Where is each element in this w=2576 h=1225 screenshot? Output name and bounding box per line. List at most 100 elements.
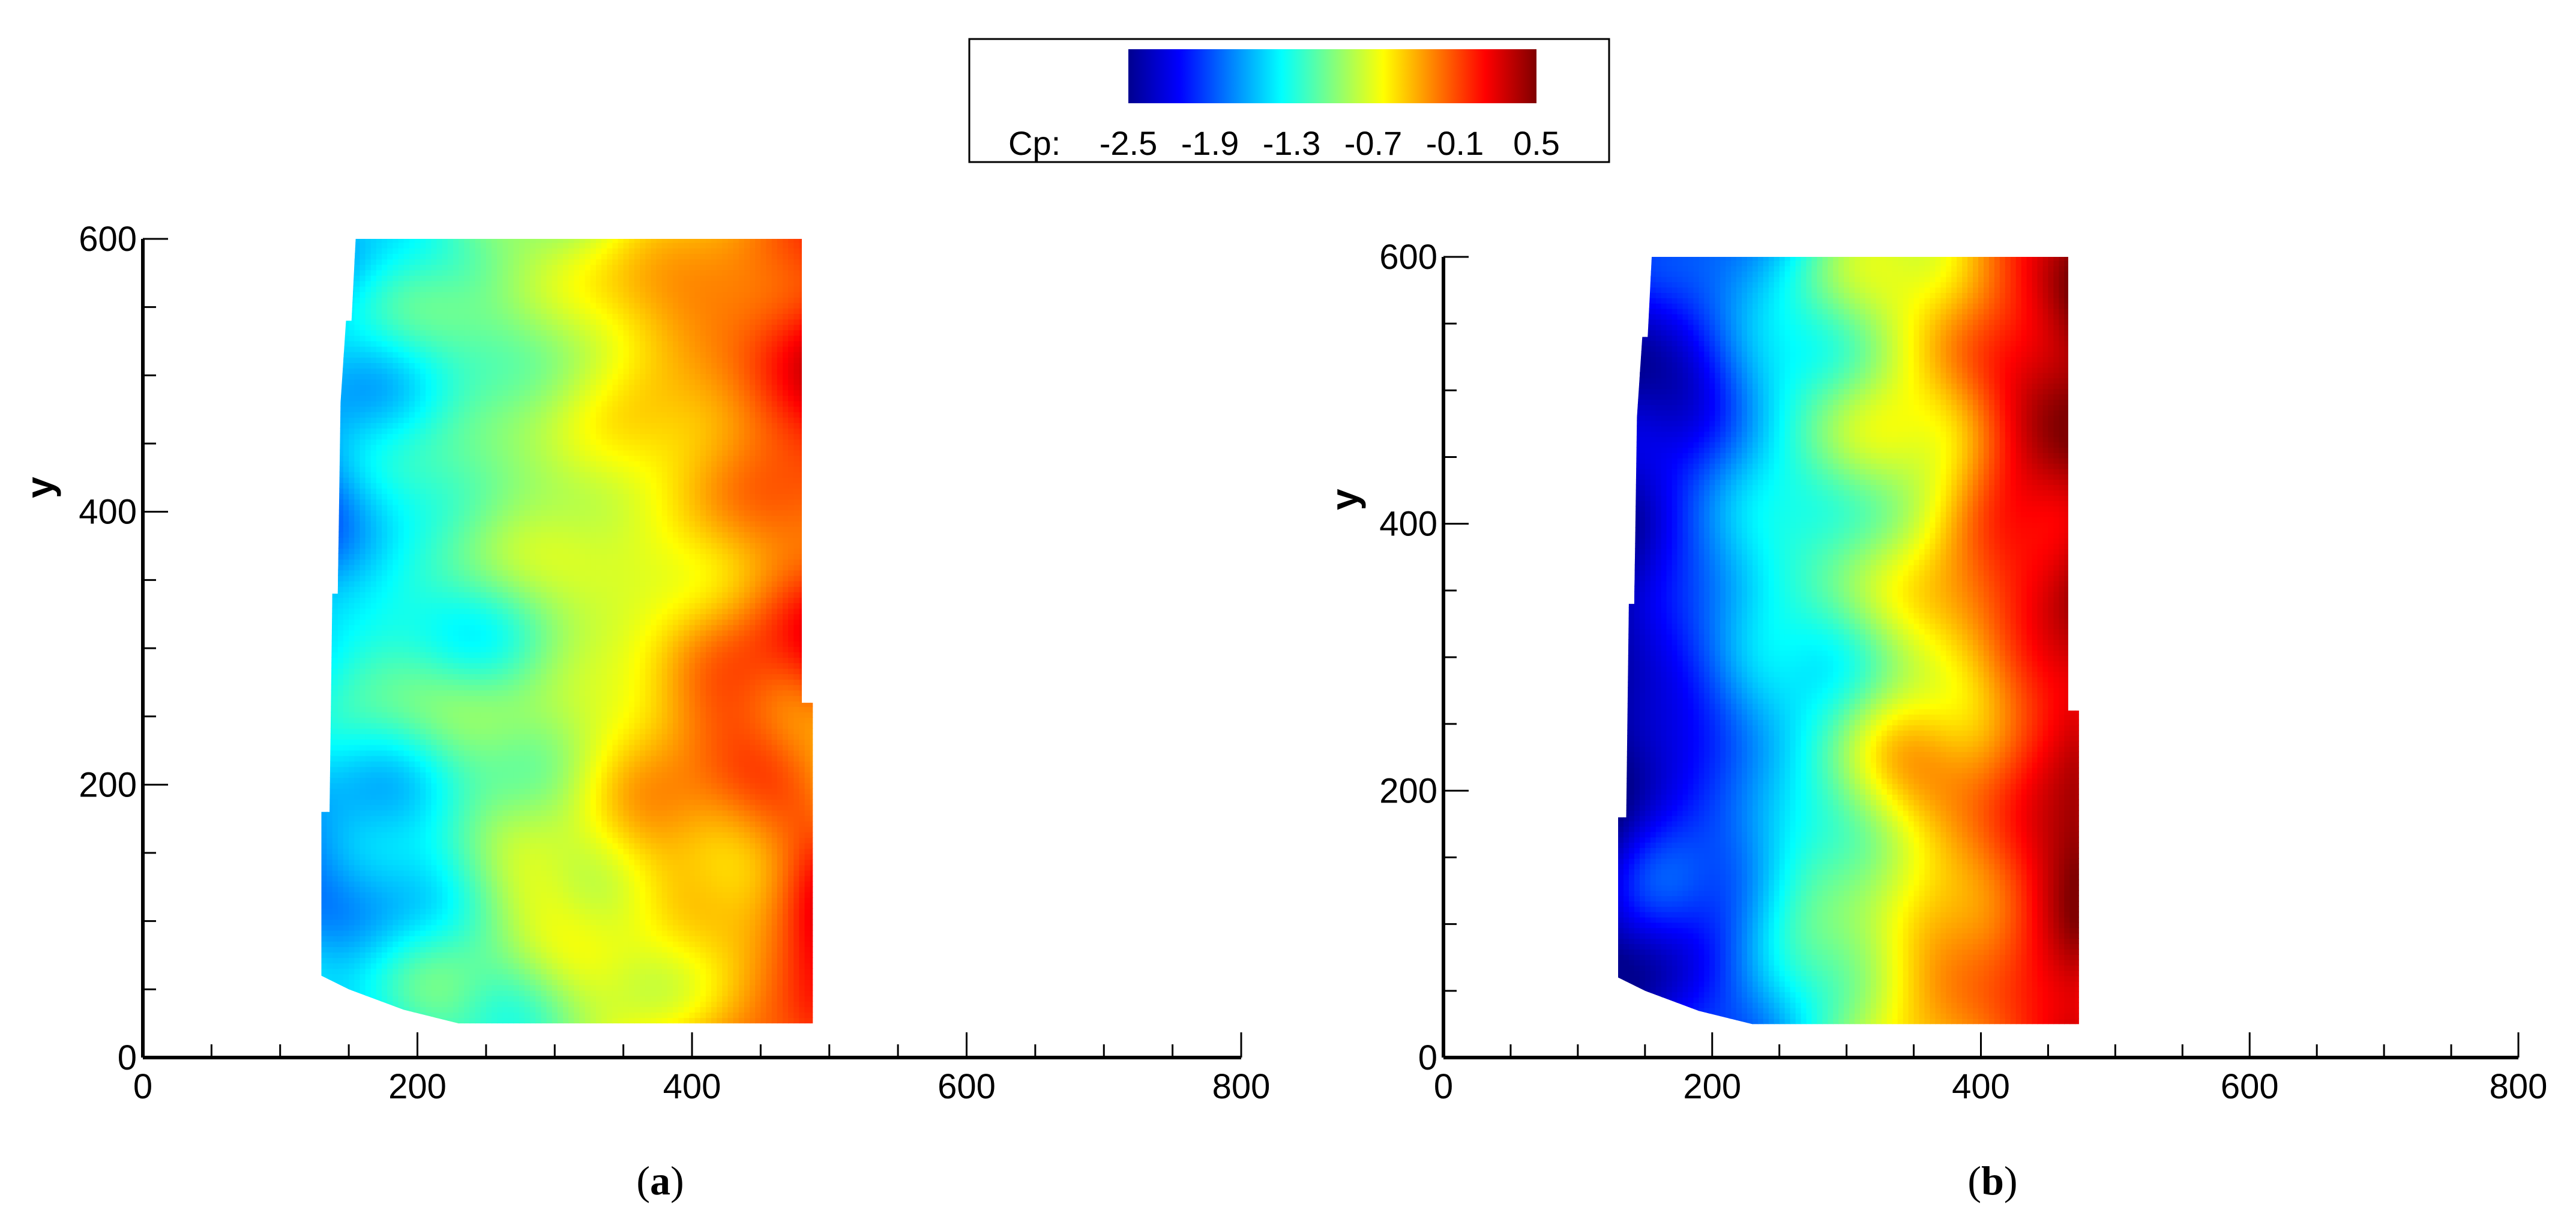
cp-cell	[453, 1007, 460, 1013]
cp-cell	[513, 892, 520, 898]
cp-cell	[535, 979, 542, 986]
cp-cell	[645, 826, 652, 832]
cp-cell	[722, 935, 729, 942]
cp-cell	[354, 952, 361, 959]
cp-cell	[777, 864, 783, 871]
cp-cell	[799, 984, 805, 991]
cp-cell	[705, 799, 712, 805]
cp-cell	[393, 870, 399, 876]
cp-cell	[393, 1001, 399, 1007]
cp-cell	[475, 995, 481, 1002]
cp-cell	[475, 870, 481, 876]
cp-cell	[370, 952, 377, 959]
cp-cell	[574, 908, 580, 915]
cp-cell	[771, 723, 778, 729]
cp-cell	[492, 717, 498, 723]
cp-cell	[694, 990, 701, 996]
cp-cell	[541, 723, 547, 729]
cp-cell	[799, 979, 805, 986]
cp-cell	[502, 733, 509, 740]
cp-cell	[684, 772, 690, 778]
cp-cell	[365, 772, 372, 778]
cp-cell	[480, 892, 487, 898]
cp-cell	[376, 728, 382, 735]
cp-cell	[327, 974, 333, 980]
cp-cell	[733, 974, 739, 980]
cp-cell	[414, 903, 421, 909]
cp-cell	[370, 837, 377, 844]
cp-cell	[783, 793, 789, 800]
cp-cell	[360, 864, 366, 871]
cp-cell	[705, 733, 712, 740]
cp-cell	[634, 843, 640, 849]
cp-cell	[502, 979, 509, 986]
cp-cell	[673, 788, 679, 795]
cp-cell	[370, 793, 377, 800]
cp-cell	[694, 957, 701, 964]
cp-cell	[370, 772, 377, 778]
cp-cell	[634, 864, 640, 871]
cp-cell	[667, 766, 673, 772]
cp-cell	[453, 935, 460, 942]
cp-cell	[618, 875, 624, 882]
cp-cell	[409, 870, 415, 876]
cp-cell	[722, 728, 729, 735]
cp-cell	[414, 820, 421, 827]
cp-cell	[634, 783, 640, 789]
cp-cell	[447, 968, 454, 975]
cp-cell	[727, 1001, 734, 1007]
cp-cell	[497, 848, 504, 855]
cp-cell	[541, 859, 547, 865]
cp-cell	[535, 783, 542, 789]
cp-cell	[343, 941, 350, 947]
cp-cell	[628, 947, 635, 953]
cp-cell	[552, 979, 558, 986]
cp-cell	[475, 739, 481, 745]
cp-cell	[678, 820, 685, 827]
cp-cell	[760, 979, 767, 986]
cp-cell	[793, 804, 800, 811]
cp-cell	[546, 744, 553, 751]
cp-cell	[535, 963, 542, 969]
cp-cell	[420, 963, 427, 969]
cp-cell	[360, 941, 366, 947]
cp-cell	[799, 848, 805, 855]
cp-cell	[420, 880, 427, 887]
cp-cell	[414, 957, 421, 964]
cp-cell	[618, 1001, 624, 1007]
cp-cell	[409, 974, 415, 980]
cp-cell	[673, 853, 679, 860]
cp-cell	[431, 826, 438, 832]
cp-cell	[607, 886, 613, 892]
cp-cell	[618, 826, 624, 832]
cp-cell	[436, 886, 443, 892]
cp-cell	[689, 870, 696, 876]
cp-cell	[750, 728, 756, 735]
cp-cell	[700, 783, 706, 789]
cp-cell	[568, 799, 575, 805]
cp-cell	[727, 804, 734, 811]
cp-cell	[519, 799, 525, 805]
cp-cell	[354, 728, 361, 735]
cp-cell	[426, 947, 432, 953]
cp-cell	[393, 903, 399, 909]
cp-cell	[700, 968, 706, 975]
cp-cell	[771, 750, 778, 756]
cp-cell	[673, 924, 679, 931]
cp-cell	[595, 843, 602, 849]
cp-cell	[420, 744, 427, 751]
cp-cell	[793, 957, 800, 964]
cp-cell	[727, 853, 734, 860]
cp-cell	[393, 886, 399, 892]
cp-cell	[810, 815, 813, 822]
cp-cell	[327, 859, 333, 865]
cp-cell	[612, 815, 619, 822]
cp-cell	[563, 783, 570, 789]
cp-cell	[689, 880, 696, 887]
cp-cell	[568, 903, 575, 909]
cp-cell	[684, 733, 690, 740]
cp-cell	[382, 832, 388, 838]
cp-cell	[382, 941, 388, 947]
cp-cell	[645, 990, 652, 996]
cp-cell	[519, 837, 525, 844]
